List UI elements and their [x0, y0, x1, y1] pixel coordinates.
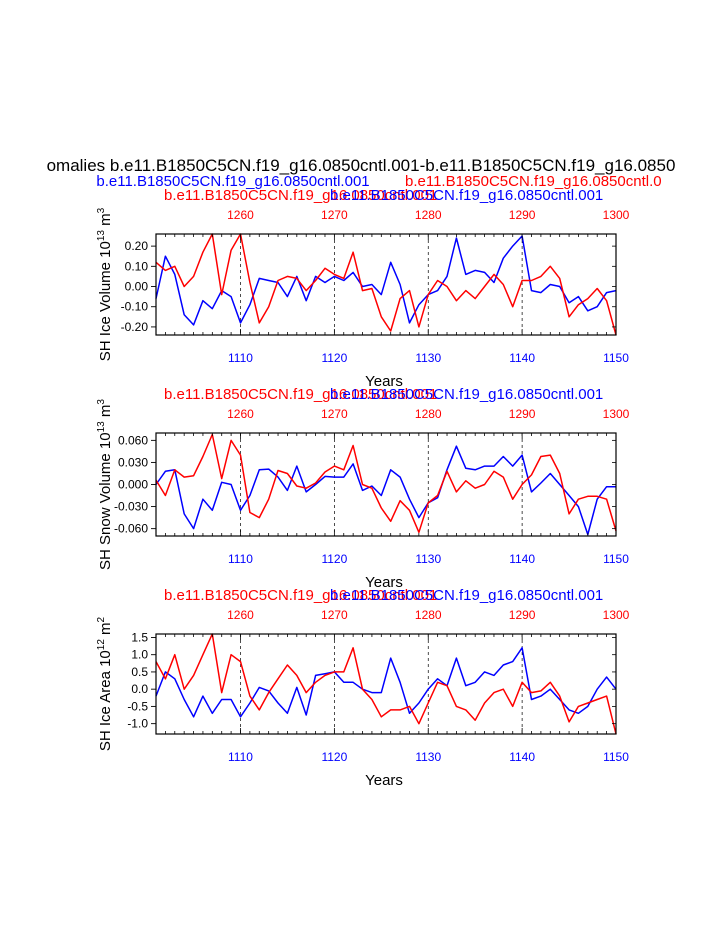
- y-tick-label: 0.10: [125, 259, 149, 273]
- case-label-blue: b.e11.B1850C5CN.f19_g16.0850cntl.001: [96, 173, 369, 190]
- main-title: omalies b.e11.B1850C5CN.f19_g16.0850cntl…: [47, 156, 676, 175]
- y-tick-label: -0.060: [114, 522, 148, 536]
- series-line-red: [155, 633, 617, 735]
- x-tick-label-bottom: 1120: [321, 552, 347, 566]
- x-tick-label-bottom: 1150: [603, 351, 629, 365]
- y-tick-label: 0.5: [131, 665, 148, 679]
- panel-title-red: b.e11.B1850C5CN.f19_g16.0850cntl.001: [164, 187, 437, 204]
- x-tick-label-bottom: 1130: [415, 552, 441, 566]
- panel-title-red: b.e11.B1850C5CN.f19_g16.0850cntl.001: [164, 386, 437, 403]
- series-line-blue: [155, 445, 616, 536]
- plot-frame: [155, 233, 617, 336]
- x-tick-label-top: 1300: [603, 407, 630, 421]
- x-tick-label-top: 1270: [321, 608, 348, 622]
- x-axis-label: Years: [365, 574, 403, 591]
- x-tick-label-top: 1260: [227, 407, 254, 421]
- x-tick-label-bottom: 1110: [228, 750, 253, 764]
- x-tick-label-top: 1260: [227, 208, 254, 222]
- y-tick-label: -0.5: [127, 699, 148, 713]
- x-tick-label-bottom: 1110: [228, 552, 253, 566]
- y-axis-label: SH Snow Volume 1013 m3: [96, 399, 114, 570]
- x-tick-label-bottom: 1140: [509, 552, 535, 566]
- y-tick-label: 1.5: [131, 630, 148, 644]
- panel-1: b.e11.B1850C5CN.f19_g16.0850cntl.001b.e1…: [96, 187, 630, 390]
- x-tick-label-bottom: 1140: [509, 351, 535, 365]
- x-tick-label-bottom: 1150: [603, 552, 629, 566]
- y-tick-label: 0.20: [125, 239, 149, 253]
- panel-3: b.e11.B1850C5CN.f19_g16.0850cntl.001b.e1…: [96, 587, 630, 789]
- x-tick-label-top: 1280: [415, 407, 442, 421]
- y-tick-label: 0.000: [118, 478, 148, 492]
- x-tick-label-top: 1260: [227, 608, 254, 622]
- panel-2: b.e11.B1850C5CN.f19_g16.0850cntl.001b.e1…: [96, 386, 630, 591]
- y-tick-label: 0.0: [131, 682, 148, 696]
- x-tick-label-top: 1280: [415, 208, 442, 222]
- x-tick-label-top: 1270: [321, 407, 348, 421]
- x-tick-label-top: 1280: [415, 608, 442, 622]
- y-tick-label: 0.060: [118, 433, 148, 447]
- y-tick-label: -1.0: [127, 717, 148, 731]
- panel-title-blue: b.e11.B1850C5CN.f19_g16.0850cntl.001: [330, 187, 603, 204]
- x-tick-label-top: 1270: [321, 208, 348, 222]
- y-axis-label: SH Ice Volume 1013 m3: [96, 207, 114, 361]
- x-tick-label-bottom: 1150: [603, 750, 629, 764]
- panel-title-blue: b.e11.B1850C5CN.f19_g16.0850cntl.001: [330, 587, 603, 604]
- x-tick-label-top: 1290: [509, 407, 536, 421]
- panel-title-red: b.e11.B1850C5CN.f19_g16.0850cntl.001: [164, 587, 437, 604]
- x-tick-label-top: 1300: [603, 208, 630, 222]
- y-tick-label: -0.20: [121, 320, 149, 334]
- x-axis-label: Years: [365, 772, 403, 789]
- x-tick-label-bottom: 1120: [321, 351, 347, 365]
- x-tick-label-bottom: 1140: [509, 750, 535, 764]
- x-tick-label-top: 1300: [603, 608, 630, 622]
- series-line-red: [155, 433, 617, 534]
- series-line-red: [155, 233, 617, 336]
- x-tick-label-top: 1290: [509, 208, 536, 222]
- x-tick-label-bottom: 1130: [415, 351, 441, 365]
- y-tick-label: 0.00: [125, 280, 149, 294]
- series-line-blue: [155, 235, 617, 326]
- x-tick-label-bottom: 1130: [415, 750, 441, 764]
- x-tick-label-bottom: 1110: [228, 351, 253, 365]
- y-tick-label: 0.030: [118, 455, 148, 469]
- x-tick-label-top: 1290: [509, 608, 536, 622]
- plot-frame: [155, 633, 617, 735]
- y-tick-label: -0.10: [121, 300, 149, 314]
- x-axis-label: Years: [365, 373, 403, 390]
- y-tick-label: -0.030: [114, 500, 148, 514]
- series-line-blue: [155, 647, 617, 718]
- y-tick-label: 1.0: [131, 648, 148, 662]
- case-label-red: b.e11.B1850C5CN.f19_g16.0850cntl.0: [405, 173, 662, 190]
- x-tick-label-bottom: 1120: [321, 750, 347, 764]
- panel-title-blue: b.e11.B1850C5CN.f19_g16.0850cntl.001: [330, 386, 603, 403]
- y-axis-label: SH Ice Area 1012 m2: [96, 616, 114, 751]
